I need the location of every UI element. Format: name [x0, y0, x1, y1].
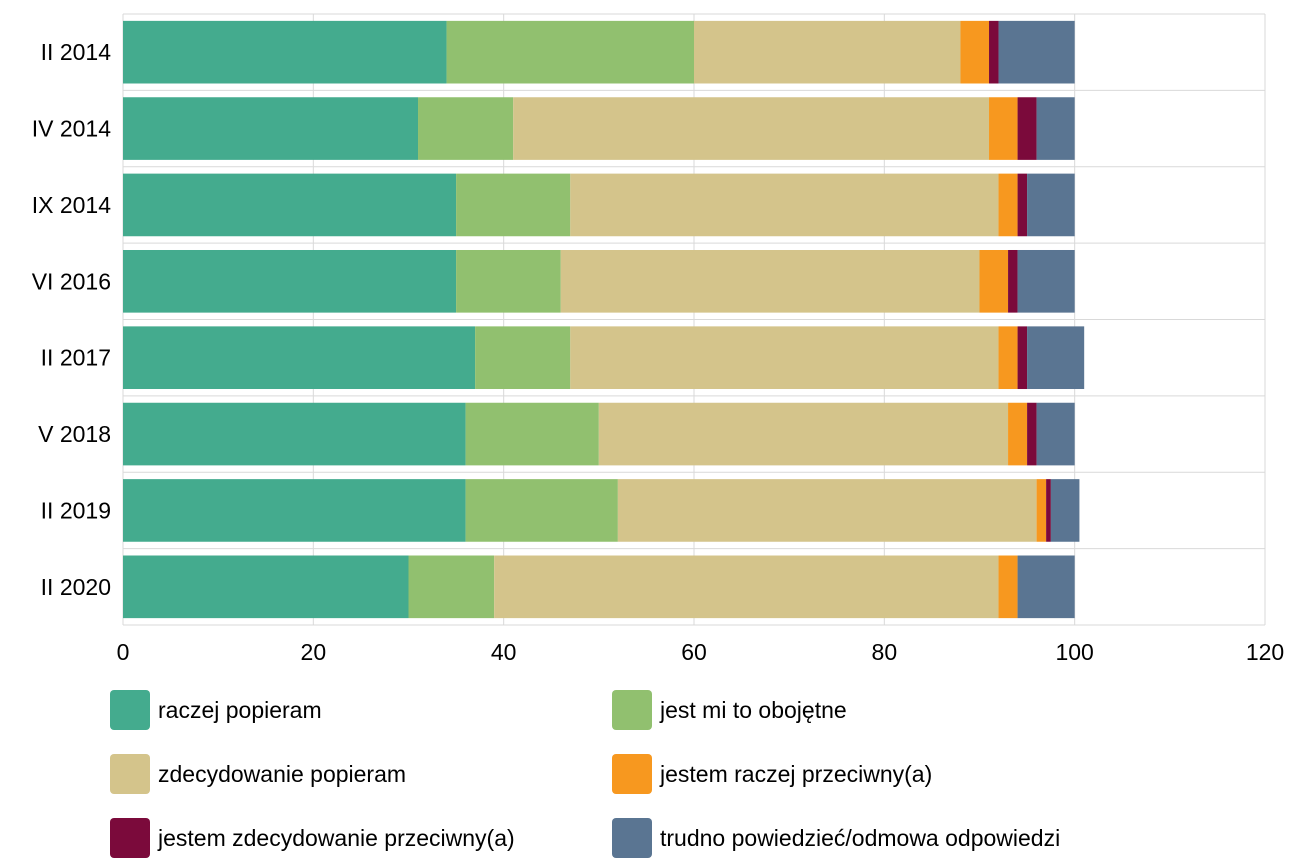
- bar-6-row-8: [1017, 555, 1075, 619]
- bar-4-row-2: [989, 97, 1018, 160]
- x-axis-tick-labels: 0 20 40 60 80 100 120: [117, 639, 1285, 665]
- bar-1-row-8: [123, 555, 409, 619]
- bar-1-row-1: [123, 20, 447, 84]
- legend-swatch: [110, 818, 150, 858]
- bar-3-row-8: [494, 555, 999, 619]
- x-tick-label: 120: [1246, 639, 1284, 665]
- legend-item: trudno powiedzieć/odmowa odpowiedzi: [612, 818, 1060, 858]
- x-tick-label: 80: [872, 639, 898, 665]
- bar-5-row-2: [1017, 97, 1037, 160]
- bar-5-row-4: [1008, 249, 1018, 313]
- x-tick-label: 20: [301, 639, 327, 665]
- bar-6-row-5: [1027, 326, 1085, 390]
- bar-1-row-7: [123, 479, 466, 542]
- legend: raczej popieram jest mi to obojętne zdecyd…: [0, 690, 1293, 867]
- bar-4-row-7: [1036, 479, 1047, 542]
- x-tick-label: 40: [491, 639, 517, 665]
- bar-1-row-5: [123, 326, 476, 390]
- bar-3-row-5: [570, 326, 999, 390]
- y-tick-label: II 2017: [41, 345, 111, 371]
- legend-swatch: [110, 754, 150, 794]
- bar-4-row-1: [960, 20, 990, 84]
- bar-6-row-4: [1017, 249, 1075, 313]
- y-tick-label: II 2019: [41, 497, 111, 523]
- x-tick-label: 100: [1055, 639, 1093, 665]
- bar-2-row-7: [465, 479, 618, 542]
- bar-6-row-1: [998, 20, 1075, 84]
- bar-4-row-6: [1008, 402, 1028, 466]
- legend-label: trudno powiedzieć/odmowa odpowiedzi: [660, 824, 1061, 851]
- bar-1-row-2: [123, 97, 419, 160]
- legend-item: raczej popieram: [110, 690, 322, 730]
- bar-2-row-5: [475, 326, 571, 390]
- bar-3-row-3: [570, 173, 999, 237]
- legend-item: jestem raczej przeciwny(a): [612, 754, 932, 794]
- y-axis-tick-labels: II 2014 IV 2014 IX 2014 VI 2016 II 2017 V 201…: [32, 39, 111, 600]
- bar-3-row-6: [598, 402, 1009, 466]
- legend-label: jest mi to obojętne: [660, 696, 847, 723]
- bar-2-row-4: [456, 249, 561, 313]
- legend-item: zdecydowanie popieram: [110, 754, 406, 794]
- y-tick-label: II 2014: [41, 39, 112, 65]
- y-tick-label: II 2020: [41, 574, 111, 600]
- legend-swatch: [612, 818, 652, 858]
- bar-2-row-1: [446, 20, 694, 84]
- legend-label: zdecydowanie popieram: [158, 760, 407, 787]
- legend-swatch: [110, 690, 150, 730]
- bars-group: [123, 20, 1085, 619]
- bar-6-row-3: [1027, 173, 1075, 237]
- bar-4-row-5: [998, 326, 1018, 390]
- legend-label: raczej popieram: [158, 696, 322, 723]
- bar-5-row-3: [1017, 173, 1028, 237]
- bar-4-row-3: [998, 173, 1018, 237]
- bar-4-row-8: [998, 555, 1018, 619]
- legend-label: jestem raczej przeciwny(a): [660, 760, 933, 787]
- bar-6-row-6: [1036, 402, 1075, 466]
- y-tick-label: VI 2016: [32, 268, 111, 294]
- bar-3-row-7: [617, 479, 1037, 542]
- bar-2-row-8: [408, 555, 495, 619]
- bar-3-row-2: [513, 97, 990, 160]
- bar-3-row-1: [694, 20, 961, 84]
- legend-label: jestem zdecydowanie przeciwny(a): [158, 824, 515, 851]
- bar-2-row-3: [456, 173, 571, 237]
- bar-5-row-1: [989, 20, 999, 84]
- bar-5-row-5: [1017, 326, 1028, 390]
- bar-1-row-4: [123, 249, 457, 313]
- bar-5-row-7: [1046, 479, 1051, 542]
- x-tick-label: 0: [117, 639, 130, 665]
- bar-5-row-6: [1027, 402, 1037, 466]
- bar-1-row-6: [123, 402, 466, 466]
- bar-2-row-6: [465, 402, 599, 466]
- legend-swatch: [612, 754, 652, 794]
- bar-2-row-2: [418, 97, 514, 160]
- y-tick-label: IX 2014: [32, 192, 111, 218]
- y-tick-label: V 2018: [38, 421, 111, 447]
- legend-item: jestem zdecydowanie przeciwny(a): [110, 818, 515, 858]
- bar-4-row-4: [979, 249, 1009, 313]
- legend-swatch: [612, 690, 652, 730]
- y-tick-label: IV 2014: [32, 116, 111, 142]
- bar-1-row-3: [123, 173, 457, 237]
- x-tick-label: 60: [681, 639, 707, 665]
- bar-6-row-2: [1036, 97, 1075, 160]
- legend-item: jest mi to obojętne: [612, 690, 847, 730]
- bar-3-row-4: [560, 249, 980, 313]
- stacked-bar-chart: II 2014 IV 2014 IX 2014 VI 2016 II 2017 V 201…: [32, 13, 1285, 665]
- bar-6-row-7: [1050, 479, 1080, 542]
